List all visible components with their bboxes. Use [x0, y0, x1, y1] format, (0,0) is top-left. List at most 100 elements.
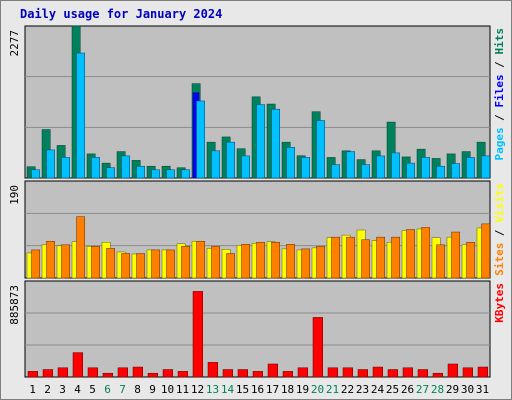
bar-kbytes — [477, 366, 488, 378]
y-tick-label: 2277 — [8, 30, 21, 57]
x-tick-label: 17 — [266, 383, 279, 396]
x-tick-label: 9 — [149, 383, 156, 396]
x-tick-label: 25 — [386, 383, 399, 396]
bar-visits — [271, 242, 280, 279]
bar-visits — [346, 236, 355, 279]
bar-visits — [61, 244, 70, 279]
bar-visits — [91, 246, 100, 279]
plot-area-3 — [24, 280, 491, 378]
bar-visits — [151, 249, 160, 279]
x-tick-label: 11 — [176, 383, 189, 396]
y-axis-label-separator: / — [493, 108, 506, 128]
y-axis-label-separator: / — [493, 223, 506, 243]
x-tick-label: 29 — [446, 383, 459, 396]
y-axis-label: KBytes — [493, 283, 506, 323]
x-tick-label: 28 — [431, 383, 444, 396]
bar-files — [181, 169, 190, 179]
bar-files — [361, 164, 370, 179]
bar-visits — [166, 249, 175, 279]
bar-kbytes — [357, 369, 368, 378]
bar-kbytes — [417, 369, 428, 378]
bar-kbytes — [237, 369, 248, 378]
bar-kbytes — [252, 371, 263, 378]
bar-files — [301, 157, 310, 179]
x-tick-label: 7 — [119, 383, 126, 396]
y-axis-label-kbytes: KBytes — [493, 283, 506, 323]
bar-kbytes — [192, 291, 203, 378]
x-tick-label: 12 — [191, 383, 204, 396]
x-tick-label: 14 — [221, 383, 235, 396]
bar-files — [61, 157, 70, 179]
bar-files — [466, 157, 475, 179]
x-tick-label: 4 — [74, 383, 81, 396]
bar-kbytes — [372, 366, 383, 378]
x-tick-label: 10 — [161, 383, 174, 396]
bar-files — [121, 155, 130, 179]
x-tick-label: 1 — [29, 383, 36, 396]
bar-visits — [406, 229, 415, 279]
y-axis-label-separator: / — [493, 55, 506, 75]
x-tick-label: 19 — [296, 383, 309, 396]
bar-kbytes — [312, 317, 323, 378]
bar-files — [211, 150, 220, 179]
x-tick-label: 3 — [59, 383, 66, 396]
bar-kbytes — [102, 372, 113, 378]
bar-kbytes — [27, 371, 38, 378]
bar-visits — [361, 239, 370, 279]
bar-visits — [466, 242, 475, 279]
bar-files — [151, 169, 160, 179]
bar-visits — [286, 244, 295, 279]
x-tick-label: 23 — [356, 383, 369, 396]
bar-visits — [106, 248, 115, 279]
bar-kbytes — [177, 371, 188, 378]
bar-kbytes — [42, 369, 53, 378]
bar-visits — [376, 236, 385, 279]
bar-kbytes — [402, 367, 413, 378]
bar-kbytes — [387, 369, 398, 378]
bar-files — [421, 157, 430, 179]
x-tick-label: 24 — [371, 383, 385, 396]
bar-visits — [241, 244, 250, 279]
bar-kbytes — [282, 371, 293, 378]
bar-files — [406, 162, 415, 179]
y-axis-label-hits: Hits — [493, 28, 506, 55]
x-tick-label: 13 — [206, 383, 219, 396]
bar-visits — [46, 240, 55, 279]
bar-files — [136, 165, 145, 179]
bar-kbytes — [447, 363, 458, 378]
bar-files — [316, 120, 325, 179]
x-tick-label: 6 — [104, 383, 111, 396]
bar-kbytes — [147, 372, 158, 378]
bar-kbytes — [132, 366, 143, 378]
bar-visits — [436, 244, 445, 279]
bar-kbytes — [432, 372, 443, 378]
x-tick-label: 21 — [326, 383, 339, 396]
bar-visits — [31, 249, 40, 279]
bar-files — [226, 141, 235, 179]
bar-visits — [451, 231, 460, 279]
bar-visits — [76, 216, 85, 279]
bar-files — [376, 155, 385, 179]
bar-files — [436, 165, 445, 179]
bar-kbytes — [462, 367, 473, 378]
page-title: Daily usage for January 2024 — [20, 7, 223, 21]
bar-files — [331, 164, 340, 179]
y-axis-label: Sites / Visits — [493, 183, 506, 276]
bar-visits — [136, 253, 145, 279]
x-tick-label: 15 — [236, 383, 249, 396]
bar-kbytes — [117, 367, 128, 378]
bar-kbytes — [57, 367, 68, 378]
x-tick-label: 30 — [461, 383, 474, 396]
bar-files — [46, 149, 55, 179]
bar-visits — [226, 253, 235, 279]
x-tick-label: 26 — [401, 383, 414, 396]
bar-hits — [386, 121, 396, 179]
y-axis-label: Pages / Files / Hits — [493, 28, 506, 161]
bar-files — [286, 146, 295, 179]
bar-files — [76, 52, 85, 179]
y-tick-label: 190 — [8, 185, 21, 205]
bar-files — [346, 151, 355, 179]
bar-kbytes — [267, 363, 278, 378]
bar-kbytes — [297, 367, 308, 378]
